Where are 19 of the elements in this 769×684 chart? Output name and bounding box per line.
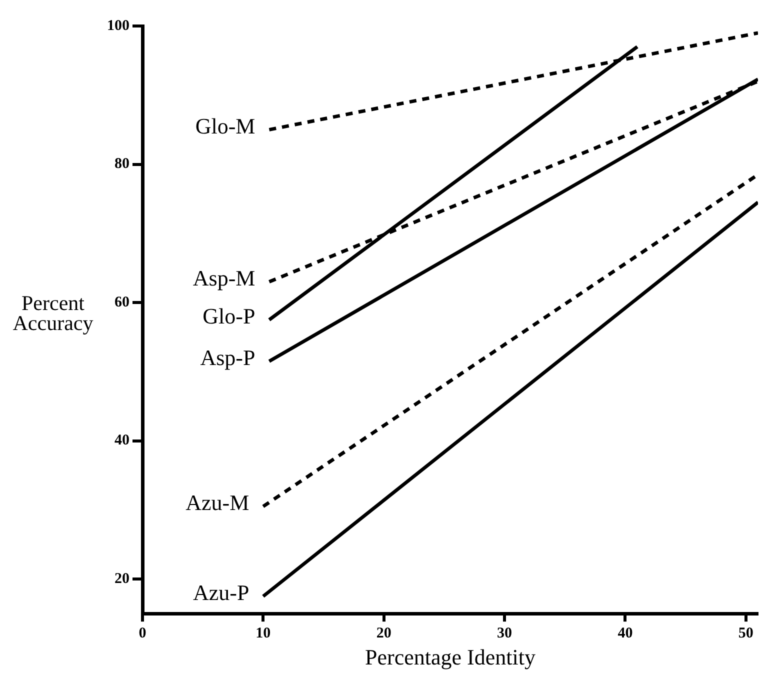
x-tick-label: 20 [376,625,392,642]
x-tick-label: 40 [618,625,633,642]
x-axis-title: Percentage Identity [365,644,536,670]
series-label: Asp-M [192,266,256,291]
x-tick-label: 50 [738,625,754,642]
series-label: Asp-P [200,345,256,370]
series-label: Glo-P [202,304,256,329]
y-tick-label: 80 [114,156,130,172]
x-tick-label: 0 [138,625,146,642]
y-axis-title: Percent Accuracy [12,291,94,335]
y-tick-label: 100 [107,18,130,34]
y-tick-label: 40 [114,432,130,449]
series-label: Azu-M [186,490,250,516]
y-tick-label: 20 [114,570,130,587]
x-tick-label: 10 [256,625,271,642]
series-label: Glo-M [195,113,256,138]
x-tick-label: 30 [497,625,512,642]
series-label: Azu-P [192,580,250,606]
y-tick-label: 60 [114,294,130,310]
